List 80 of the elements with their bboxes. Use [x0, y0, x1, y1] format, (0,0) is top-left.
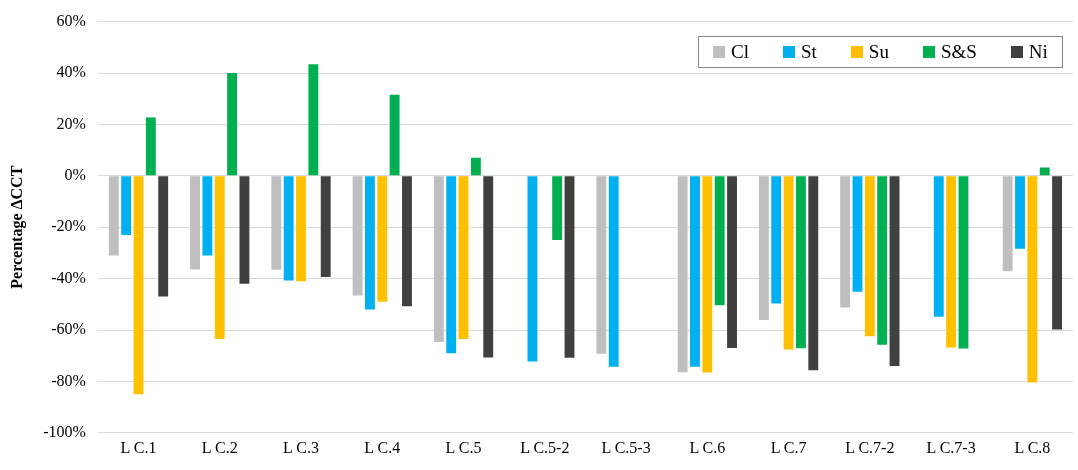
x-tick-label: L C.1 [120, 438, 157, 456]
bar [308, 64, 319, 176]
bar [1052, 176, 1063, 330]
bar [214, 176, 225, 339]
y-tick-label: -20% [51, 217, 86, 235]
x-tick-label: L C.3 [283, 438, 319, 456]
bar [1015, 176, 1025, 249]
bar [552, 176, 563, 241]
bar [690, 176, 700, 367]
y-tick-label: -40% [51, 268, 86, 286]
bar [364, 176, 375, 310]
bar [352, 176, 363, 296]
y-tick-label: 60% [56, 11, 86, 29]
bar [470, 157, 481, 176]
bar [702, 176, 713, 373]
x-tick-label: L C.8 [1014, 438, 1051, 456]
bar [190, 176, 200, 270]
bar [433, 176, 444, 343]
bar [727, 176, 737, 348]
bar [958, 176, 969, 349]
bar [121, 176, 132, 235]
bar [133, 176, 144, 395]
bar [596, 176, 607, 354]
bar [1027, 176, 1038, 383]
bar [758, 176, 769, 320]
bar [771, 176, 782, 304]
bar [1039, 167, 1050, 176]
bar [145, 117, 156, 176]
bar [296, 176, 306, 282]
bar [783, 176, 794, 350]
bar [446, 176, 457, 354]
bar [377, 176, 388, 302]
bar [239, 176, 250, 284]
bar [271, 176, 282, 270]
legend-label: Su [868, 40, 889, 63]
x-tick-label: L C.7 [770, 438, 807, 456]
bar [108, 176, 119, 256]
x-tick-label: L C.5 [445, 438, 482, 456]
legend-label: S&S [940, 40, 977, 63]
x-tick-label: L C.5-3 [601, 438, 651, 456]
bar [1002, 176, 1013, 272]
bar [389, 94, 400, 176]
bar [877, 176, 888, 345]
bar [402, 176, 412, 307]
bar [483, 176, 494, 358]
y-tick-label: 0% [64, 166, 86, 183]
bar [840, 176, 851, 308]
bar [933, 176, 944, 317]
y-tick-label: -80% [51, 371, 86, 389]
y-tick-label: -60% [51, 320, 86, 338]
legend-label: Ni [1028, 40, 1048, 63]
x-tick-label: L C.4 [364, 438, 401, 456]
x-tick-label: L C.2 [201, 438, 238, 456]
bar [564, 176, 575, 358]
legend-label: St [800, 40, 817, 63]
x-tick-label: L C.5-2 [520, 438, 570, 456]
legend-label: Cl [731, 40, 749, 63]
bar [527, 176, 538, 362]
bar [227, 73, 238, 176]
bar [889, 176, 900, 366]
x-tick-label: L C.7-3 [926, 438, 976, 456]
bar [808, 176, 819, 371]
bar [458, 176, 469, 339]
y-tick-label: -100% [43, 423, 86, 440]
bar [852, 176, 863, 292]
x-tick-label: L C.6 [689, 438, 726, 456]
bar [202, 176, 213, 256]
y-tick-label: 40% [56, 63, 86, 81]
bar [714, 176, 725, 306]
bar [946, 176, 957, 348]
bar [864, 176, 875, 337]
y-axis-title: Percentage ΔCCT [7, 165, 26, 289]
y-tick-label: 20% [56, 114, 86, 132]
bar [283, 176, 294, 281]
bar [677, 176, 688, 373]
bar [158, 176, 169, 297]
bar [795, 176, 806, 349]
x-tick-label: L C.7-2 [845, 438, 895, 456]
bar [608, 176, 619, 367]
bar [320, 176, 331, 278]
